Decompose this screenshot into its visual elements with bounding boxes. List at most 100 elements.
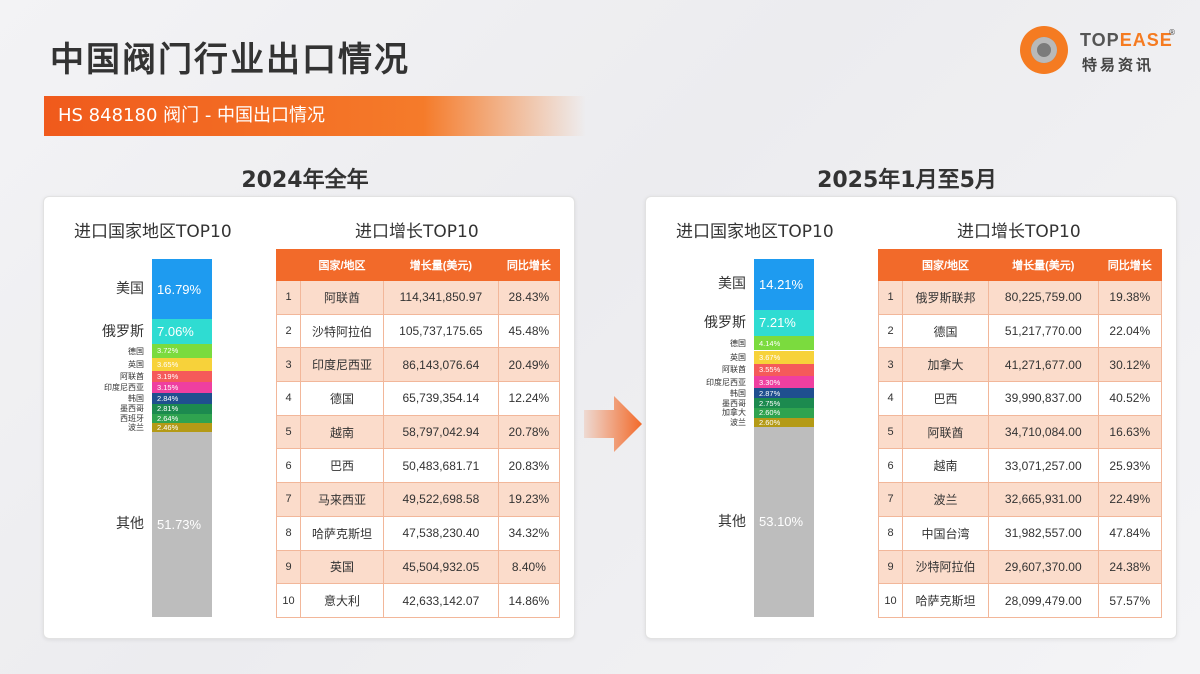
- segment-value-label: 14.21%: [759, 276, 804, 292]
- column-header: 同比增长: [1097, 249, 1163, 281]
- segment-category-label: 墨西哥: [722, 398, 746, 408]
- segment-value-label: 3.67%: [759, 352, 781, 362]
- cell-yoy: 40.52%: [1097, 381, 1163, 416]
- cell-rank: 3: [276, 347, 301, 383]
- hs-code-banner: HS 848180 阀门 - 中国出口情况: [44, 96, 586, 136]
- cell-rank: 2: [878, 313, 903, 349]
- bar-segment: 7.21%: [754, 309, 814, 336]
- cell-rank: 9: [878, 549, 903, 585]
- segment-category-label: 美国: [116, 281, 144, 298]
- growth-table-title: 进口增长TOP10: [957, 222, 1081, 242]
- cell-country: 阿联酋: [300, 280, 384, 315]
- cell-amount: 45,504,932.05: [382, 549, 499, 585]
- cell-yoy: 57.57%: [1097, 583, 1163, 618]
- bar-segment: 7.06%: [152, 319, 212, 345]
- column-header: [276, 249, 301, 281]
- logo-ring-icon: [1020, 26, 1068, 74]
- segment-category-label: 阿联酋: [722, 365, 746, 375]
- cell-rank: 5: [276, 414, 301, 450]
- bar-segment: 3.55%: [754, 363, 814, 377]
- segment-category-label: 西班牙: [120, 413, 144, 423]
- column-header: [878, 249, 903, 281]
- column-header: 增长量(美元): [382, 249, 499, 281]
- cell-rank: 6: [276, 448, 301, 484]
- cell-amount: 86,143,076.64: [382, 347, 499, 383]
- segment-value-label: 2.64%: [157, 413, 179, 423]
- cell-yoy: 28.43%: [497, 280, 561, 315]
- cell-country: 沙特阿拉伯: [300, 313, 384, 349]
- bar-segment: 51.73%: [152, 431, 212, 617]
- cell-country: 波兰: [902, 482, 989, 517]
- cell-amount: 51,217,770.00: [987, 313, 1099, 349]
- cell-country: 沙特阿拉伯: [902, 549, 989, 585]
- segment-category-label: 英国: [730, 352, 746, 362]
- cell-country: 中国台湾: [902, 515, 989, 551]
- cell-amount: 47,538,230.40: [382, 515, 499, 551]
- cell-amount: 50,483,681.71: [382, 448, 499, 484]
- segment-category-label: 英国: [128, 359, 144, 369]
- segment-category-label: 波兰: [128, 422, 144, 432]
- cell-amount: 34,710,084.00: [987, 414, 1099, 450]
- cell-yoy: 24.38%: [1097, 549, 1163, 585]
- cell-country: 印度尼西亚: [300, 347, 384, 383]
- segment-value-label: 51.73%: [157, 516, 202, 532]
- cell-country: 哈萨克斯坦: [902, 583, 989, 618]
- segment-category-label: 德国: [730, 338, 746, 348]
- segment-category-label: 墨西哥: [120, 404, 144, 414]
- table-row: 10 哈萨克斯坦 28,099,479.00 57.57%: [878, 583, 1163, 618]
- cell-rank: 2: [276, 313, 301, 349]
- logo-wordmark: TOPEASE: [1080, 30, 1173, 50]
- segment-category-label: 韩国: [128, 393, 144, 403]
- table-row: 2 德国 51,217,770.00 22.04%: [878, 313, 1163, 349]
- cell-amount: 39,990,837.00: [987, 381, 1099, 416]
- share-chart-title: 进口国家地区TOP10: [676, 222, 834, 242]
- segment-value-label: 3.15%: [157, 383, 179, 393]
- cell-country: 巴西: [300, 448, 384, 484]
- panel-2024: 进口国家地区TOP10 进口增长TOP10 16.79% 美国 7.06% 俄罗斯 3.…: [43, 196, 575, 639]
- cell-country: 越南: [902, 448, 989, 484]
- segment-category-label: 波兰: [730, 417, 746, 427]
- bar-segment: 3.67%: [754, 350, 814, 364]
- segment-value-label: 4.14%: [759, 338, 781, 348]
- bar-segment: 14.21%: [754, 259, 814, 310]
- growth-table: 国家/地区 增长量(美元) 同比增长 1 阿联酋 114,341,850.97 28.43%…: [276, 249, 561, 618]
- cell-yoy: 16.63%: [1097, 414, 1163, 450]
- cell-rank: 10: [276, 583, 301, 618]
- segment-category-label: 印度尼西亚: [706, 377, 746, 387]
- cell-rank: 8: [276, 515, 301, 551]
- table-row: 9 沙特阿拉伯 29,607,370.00 24.38%: [878, 549, 1163, 585]
- cell-yoy: 20.78%: [497, 414, 561, 450]
- cell-country: 马来西亚: [300, 482, 384, 517]
- cell-country: 英国: [300, 549, 384, 585]
- segment-value-label: 2.46%: [157, 423, 179, 432]
- cell-yoy: 20.83%: [497, 448, 561, 484]
- cell-rank: 9: [276, 549, 301, 585]
- table-row: 5 阿联酋 34,710,084.00 16.63%: [878, 414, 1163, 450]
- cell-rank: 1: [878, 280, 903, 315]
- cell-amount: 65,739,354.14: [382, 381, 499, 416]
- segment-value-label: 2.60%: [759, 417, 781, 427]
- cell-yoy: 47.84%: [1097, 515, 1163, 551]
- period-title-2025: 2025年1月至5月: [817, 168, 997, 193]
- cell-rank: 1: [276, 280, 301, 315]
- cell-rank: 7: [276, 482, 301, 517]
- registered-mark: ®: [1168, 28, 1176, 37]
- cell-yoy: 45.48%: [497, 313, 561, 349]
- segment-category-label: 美国: [718, 276, 746, 293]
- cell-amount: 49,522,698.58: [382, 482, 499, 517]
- bar-segment: 3.19%: [152, 370, 212, 383]
- period-title-2024: 2024年全年: [241, 168, 369, 193]
- segment-category-label: 印度尼西亚: [104, 383, 144, 393]
- cell-amount: 31,982,557.00: [987, 515, 1099, 551]
- cell-country: 哈萨克斯坦: [300, 515, 384, 551]
- bar-segment: 2.84%: [152, 393, 212, 404]
- table-row: 2 沙特阿拉伯 105,737,175.65 45.48%: [276, 313, 561, 349]
- segment-value-label: 2.75%: [759, 398, 781, 408]
- segment-value-label: 7.06%: [157, 324, 194, 340]
- cell-yoy: 8.40%: [497, 549, 561, 585]
- segment-value-label: 2.81%: [157, 404, 179, 414]
- column-header: 国家/地区: [902, 249, 989, 281]
- table-row: 8 哈萨克斯坦 47,538,230.40 34.32%: [276, 515, 561, 551]
- segment-value-label: 3.65%: [157, 359, 179, 369]
- cell-yoy: 30.12%: [1097, 347, 1163, 383]
